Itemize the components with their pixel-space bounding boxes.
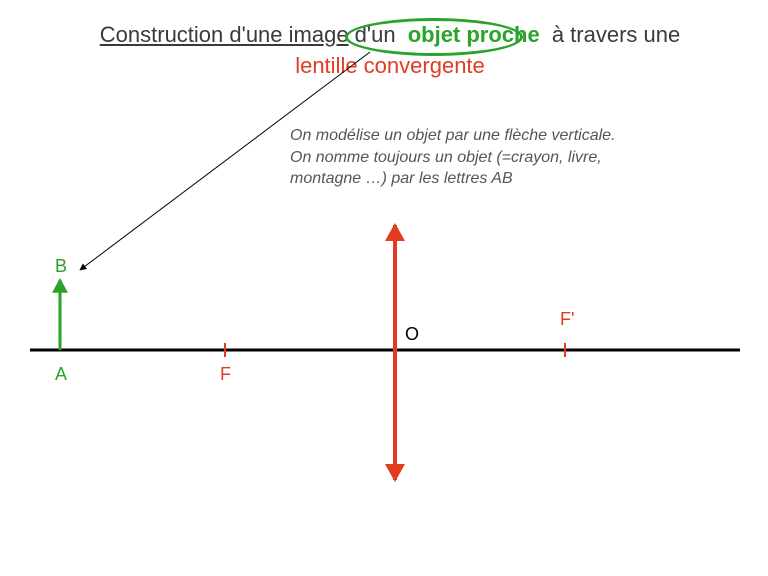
pointer-arrow bbox=[80, 52, 370, 270]
label-A: A bbox=[55, 364, 67, 384]
label-F: F bbox=[220, 364, 231, 384]
object-arrowhead bbox=[52, 278, 68, 293]
lens-arrow-bottom bbox=[385, 464, 405, 482]
label-Fp: F' bbox=[560, 309, 574, 329]
label-B: B bbox=[55, 256, 67, 276]
label-O: O bbox=[405, 324, 419, 344]
lens-arrow-top bbox=[385, 223, 405, 241]
optics-diagram: O F F' A B bbox=[0, 0, 768, 576]
